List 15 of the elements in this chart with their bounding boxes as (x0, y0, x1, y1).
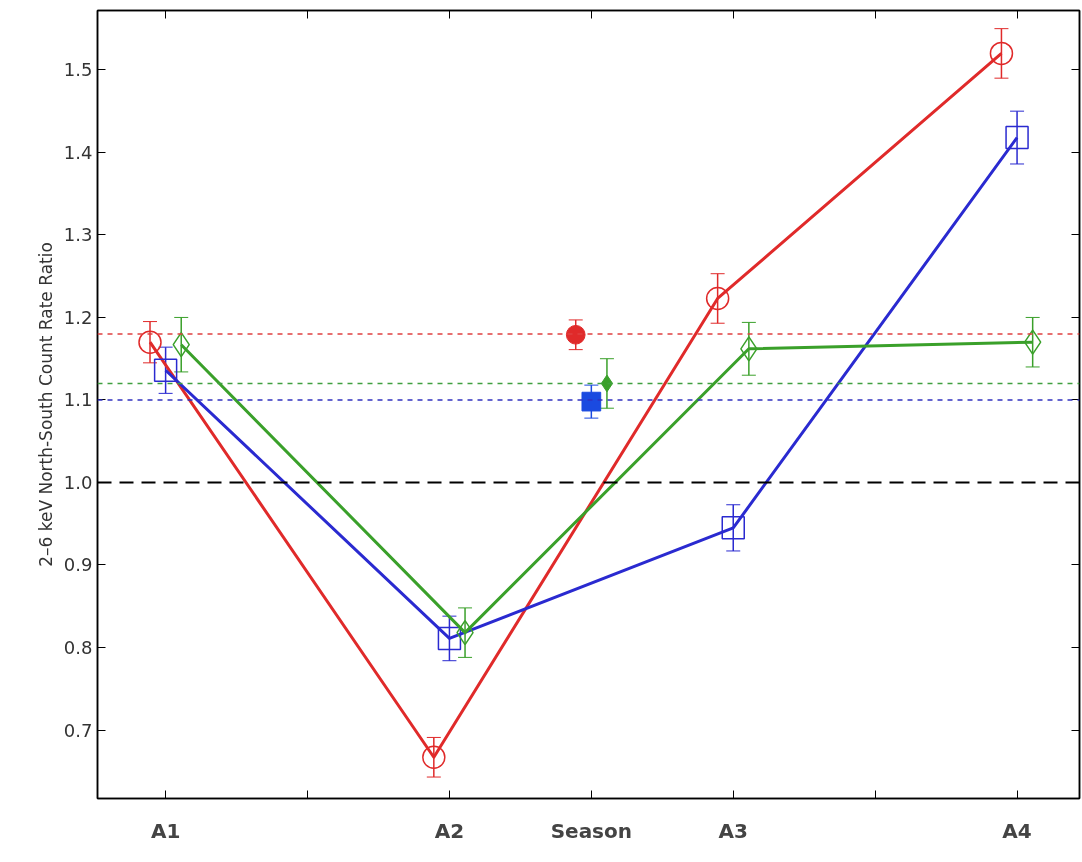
y-tick-label: 1.5 (63, 59, 93, 81)
x-tick-label: A2 (434, 818, 465, 843)
x-tick-label: A3 (718, 818, 748, 843)
y-tick-label: 1.3 (63, 224, 93, 246)
y-axis-title: 2–6 keV North-South Count Rate Ratio (35, 242, 56, 567)
y-tick-label: 1.4 (63, 141, 93, 163)
x-tick-label: A1 (150, 818, 181, 843)
y-tick-label: 1.1 (63, 389, 93, 411)
x-tick-label: Season (550, 818, 633, 843)
y-tick-label: 0.8 (63, 637, 93, 658)
x-tick-label: A4 (1002, 818, 1032, 843)
y-tick-label: 0.7 (63, 719, 93, 741)
y-tick-label: 0.9 (63, 554, 93, 576)
y-tick-label: 1.2 (63, 306, 93, 328)
y-tick-label: 1.0 (63, 471, 93, 493)
